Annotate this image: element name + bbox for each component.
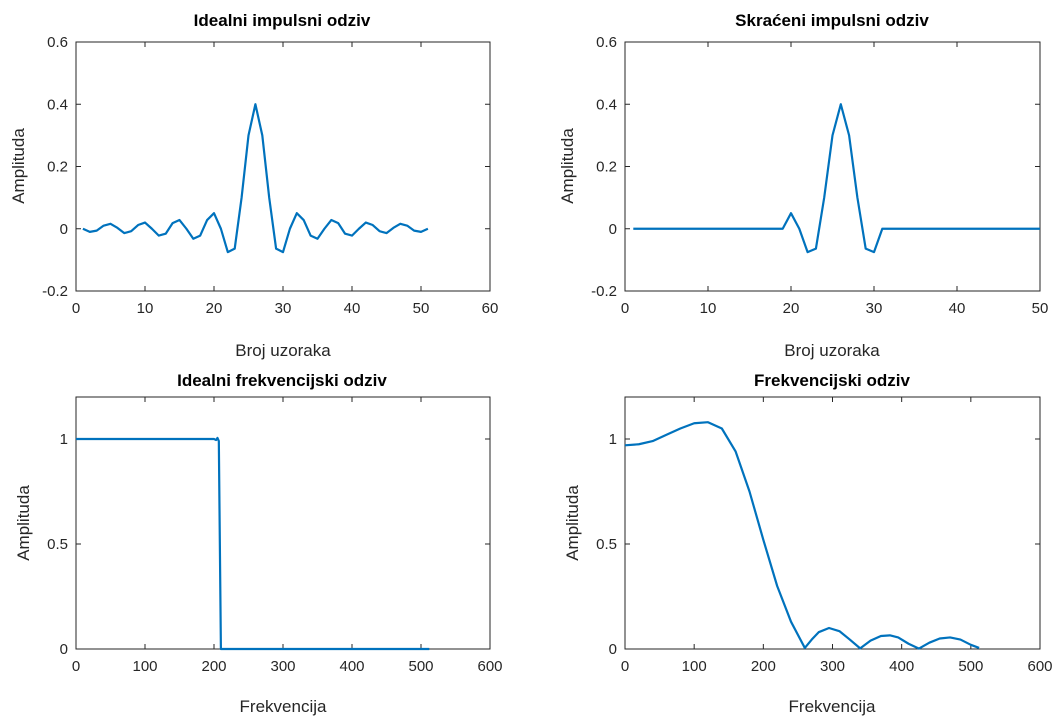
x-axis-label: Frekvencija	[240, 697, 327, 716]
chart-title: Idealni frekvencijski odziv	[177, 371, 387, 390]
x-tick-label: 0	[72, 300, 80, 317]
x-tick-label: 300	[820, 658, 845, 675]
x-axis-label: Frekvencija	[789, 697, 876, 716]
x-tick-label: 600	[1027, 658, 1052, 675]
plot-area	[624, 41, 1041, 292]
plot-area	[75, 41, 491, 292]
x-tick-label: 200	[751, 658, 776, 675]
subplot-ideal-frequency-response: Idealni frekvencijski odziv 0 100 200 300 40…	[14, 371, 503, 716]
x-tick-label: 30	[275, 300, 292, 317]
x-tick-label: 400	[339, 658, 364, 675]
y-tick-label: 1	[609, 431, 617, 448]
series-line	[624, 421, 980, 650]
plot-area	[75, 396, 491, 650]
y-tick-label: 0.5	[47, 536, 68, 553]
plot-area	[624, 396, 1041, 650]
x-tick-label: 400	[889, 658, 914, 675]
y-tick-label: 0	[609, 221, 617, 238]
x-tick-label: 40	[344, 300, 361, 317]
chart-title: Idealni impulsni odziv	[194, 11, 371, 30]
y-tick-label: 0.4	[47, 96, 68, 113]
x-tick-label: 50	[413, 300, 430, 317]
series-line	[633, 103, 1040, 254]
y-tick-label: 0.4	[596, 96, 617, 113]
x-tick-label: 50	[1032, 300, 1049, 317]
x-tick-label: 100	[682, 658, 707, 675]
x-tick-label: 300	[270, 658, 295, 675]
ticks: 0 100 200 300 400 500 600 0 0.5 1	[47, 397, 503, 675]
ticks: 0 100 200 300 400 500 600 0 0.5 1	[596, 397, 1053, 675]
x-axis-label: Broj uzoraka	[235, 341, 331, 360]
ticks: 0 10 20 30 40 50 60-0.200.20.40.6	[42, 34, 498, 317]
series-line	[76, 436, 430, 651]
x-tick-label: 500	[958, 658, 983, 675]
ticks: 0 10 20 30 40 50-0.200.20.40.6	[591, 34, 1048, 317]
y-axis-label: Amplituda	[9, 128, 28, 204]
x-tick-label: 20	[783, 300, 800, 317]
x-tick-label: 20	[206, 300, 223, 317]
series-line	[82, 103, 429, 254]
x-tick-label: 600	[477, 658, 502, 675]
subplot-truncated-impulse-response: Skraćeni impulsni odziv 0 10 20 30 40 50-0.20…	[558, 11, 1048, 360]
y-tick-label: 0	[60, 221, 68, 238]
x-tick-label: 10	[700, 300, 717, 317]
y-tick-label: 0	[60, 641, 68, 658]
x-tick-label: 0	[72, 658, 80, 675]
y-tick-label: 0	[609, 641, 617, 658]
y-tick-label: -0.2	[591, 283, 617, 300]
y-tick-label: 0.5	[596, 536, 617, 553]
chart-title: Skraćeni impulsni odziv	[735, 11, 929, 30]
x-tick-label: 500	[408, 658, 433, 675]
y-tick-label: 0.6	[47, 34, 68, 51]
y-axis-label: Amplituda	[563, 485, 582, 561]
subplot-ideal-impulse-response: Idealni impulsni odziv 0 10 20 30 40 50 60 -0.2…	[9, 11, 498, 360]
chart-title: Frekvencijski odziv	[754, 371, 910, 390]
x-tick-label: 60	[482, 300, 499, 317]
y-axis-label: Amplituda	[558, 128, 577, 204]
x-tick-label: 0	[621, 658, 629, 675]
x-tick-label: 100	[132, 658, 157, 675]
x-tick-label: 0	[621, 300, 629, 317]
x-tick-label: 10	[137, 300, 154, 317]
x-tick-label: 40	[949, 300, 966, 317]
y-tick-label: 0.2	[596, 159, 617, 176]
y-tick-label: -0.2	[42, 283, 68, 300]
x-tick-label: 30	[866, 300, 883, 317]
x-axis-label: Broj uzoraka	[784, 341, 880, 360]
y-axis-label: Amplituda	[14, 485, 33, 561]
y-tick-label: 0.2	[47, 159, 68, 176]
subplot-frequency-response: Frekvencijski odziv 0 100 200 300 400 500 6000…	[563, 371, 1053, 716]
x-tick-label: 200	[201, 658, 226, 675]
y-tick-label: 1	[60, 431, 68, 448]
y-tick-label: 0.6	[596, 34, 617, 51]
